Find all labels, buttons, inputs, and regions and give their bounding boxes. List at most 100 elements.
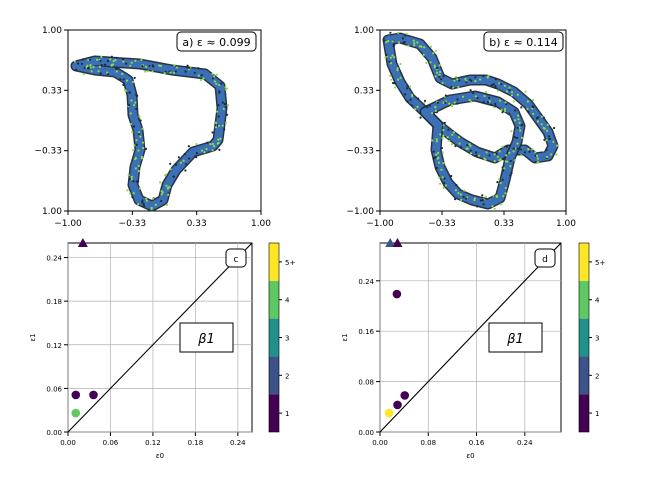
sample-point [478,154,481,157]
sample-point [456,98,459,101]
sample-point [114,67,118,70]
sample-point [501,145,504,148]
colorbar-frame [268,242,280,433]
sample-point [184,169,187,172]
sample-point [411,93,414,96]
panel-label: b) ε ≈ 0.114 [489,36,557,49]
sample-point [406,84,409,88]
sample-point [416,105,419,108]
sample-point [135,180,138,183]
sample-point [131,80,135,84]
sample-point [500,203,503,206]
x-axis-label: ε0 [466,452,474,460]
sample-point [465,147,468,150]
sample-point [484,90,488,93]
sample-point [442,75,445,78]
sample-point [556,144,559,147]
sample-point [220,82,223,85]
sample-point [434,109,437,112]
sample-point [114,58,117,62]
sample-point [396,67,399,70]
sample-point [165,184,168,187]
sample-point [492,83,495,86]
sample-point [545,155,549,159]
sample-point [99,59,102,62]
sample-point [142,202,145,205]
sample-point [510,172,513,175]
colorbar-tick-label: 4 [285,297,290,305]
sample-point [145,65,148,68]
sample-point [397,31,400,34]
sample-point [413,44,416,47]
x-tick-label: 0.33 [187,219,207,229]
annotation-label: β1 [506,332,524,347]
sample-point [134,101,137,104]
sample-point [187,145,190,148]
sample-point [459,146,462,149]
sample-point [414,108,417,111]
sample-point [509,165,512,168]
sample-point [213,75,216,78]
y-tick-label: 0.33 [42,86,62,96]
sample-point [216,142,219,145]
sample-point [459,193,462,196]
sample-point [159,64,163,68]
sample-point [172,175,175,178]
sample-point [161,191,164,194]
sample-point [536,161,539,164]
sample-point [512,100,515,103]
sample-point [391,54,394,57]
sample-point [469,144,472,147]
sample-point [137,203,140,206]
sample-point [215,73,218,76]
sample-point [99,72,102,75]
sample-point [158,64,161,67]
y-tick-label: 0.12 [46,342,62,350]
y-tick-label: 1.00 [42,26,62,36]
sample-point [428,104,431,107]
sample-point [490,84,493,87]
sample-point [154,203,157,206]
sample-point [218,83,221,87]
sample-point [406,87,409,90]
sample-point [144,70,147,73]
sample-point [103,63,107,66]
sample-point [417,97,420,100]
sample-point [437,151,440,155]
sample-point [173,71,176,74]
sample-point [182,159,185,162]
sample-point [110,64,113,67]
sample-point [441,151,444,154]
sample-point [177,156,180,159]
sample-point [520,106,523,109]
sample-point [393,43,396,47]
sample-point [141,127,144,130]
sample-point [131,195,134,199]
sample-point [469,89,472,92]
x-tick-label: 0.33 [494,219,514,229]
sample-point [447,128,450,131]
sample-point [437,156,440,159]
diagonal-line [379,242,562,433]
sample-point [534,154,537,157]
persistence-point [71,390,81,400]
sample-point [151,70,154,73]
sample-point [137,164,140,167]
sample-point [496,155,499,158]
sample-point [76,62,80,65]
sample-point [130,61,133,64]
sample-point [132,125,136,128]
sample-point [197,67,200,70]
sample-point [396,69,399,72]
sample-point [470,79,473,82]
sample-point [422,53,425,56]
colorbar-tick-label: 1 [285,410,289,418]
sample-point [431,112,434,115]
sample-point [494,85,497,88]
sample-point [141,199,144,202]
y-tick-label: 0.24 [358,278,374,286]
colorbar-tick-label: 5+ [285,259,295,267]
sample-point [383,39,386,42]
sample-point [508,112,511,115]
sample-point [429,61,432,64]
